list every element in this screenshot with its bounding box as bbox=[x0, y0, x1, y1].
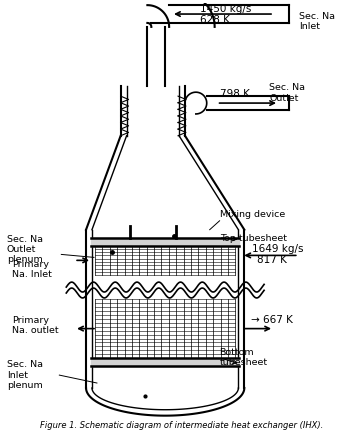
Text: 798 K: 798 K bbox=[219, 89, 249, 99]
Text: Figure 1. Schematic diagram of intermediate heat exchanger (IHX).: Figure 1. Schematic diagram of intermedi… bbox=[40, 421, 324, 431]
Text: 817 K: 817 K bbox=[257, 255, 287, 266]
Text: Sec. Na
Outlet
plenum: Sec. Na Outlet plenum bbox=[7, 234, 43, 264]
Text: 1450 kg/s: 1450 kg/s bbox=[200, 4, 251, 14]
Text: Bottom
tubesheet: Bottom tubesheet bbox=[219, 348, 268, 367]
Text: 1649 kg/s: 1649 kg/s bbox=[252, 245, 304, 254]
Text: Top tubesheet: Top tubesheet bbox=[219, 234, 286, 243]
Text: Sec. Na
Inlet
plenum: Sec. Na Inlet plenum bbox=[7, 360, 43, 390]
Text: Primary
Na. Inlet: Primary Na. Inlet bbox=[12, 260, 52, 279]
Text: → 667 K: → 667 K bbox=[251, 315, 293, 325]
Text: Sec. Na
Inlet: Sec. Na Inlet bbox=[299, 12, 335, 32]
Text: Mixing device: Mixing device bbox=[219, 210, 285, 219]
Text: Sec. Na
Outlet: Sec. Na Outlet bbox=[269, 83, 305, 103]
Text: Primary
Na. outlet: Primary Na. outlet bbox=[12, 316, 59, 335]
Text: 628 K: 628 K bbox=[200, 15, 230, 25]
